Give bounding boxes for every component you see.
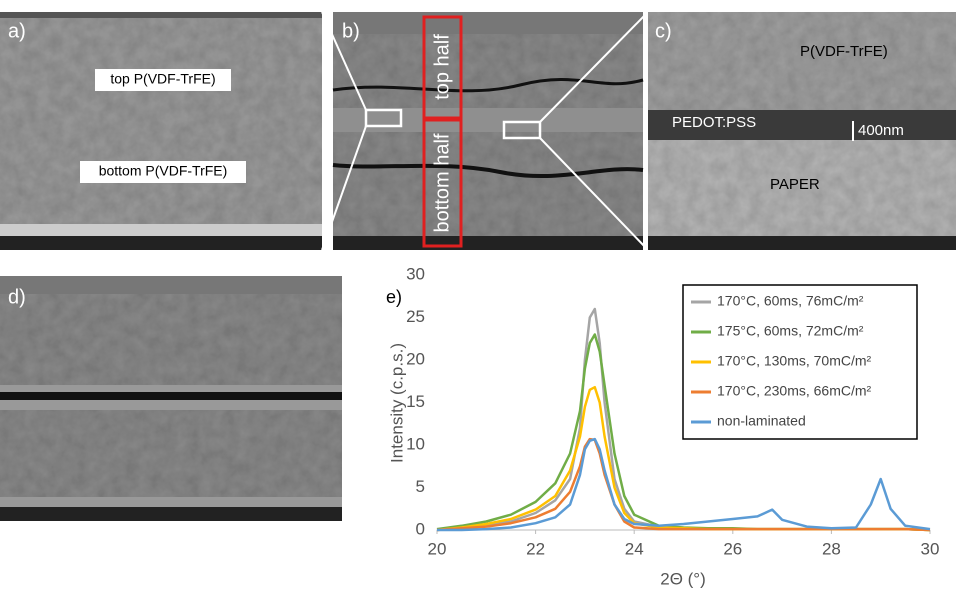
sem-panel-c: c) P(VDF-TrFE) PEDOT:PSS 400nm PAPER	[648, 12, 956, 250]
y-tick-label: 15	[406, 392, 425, 411]
layer-label: P(VDF-TrFE)	[800, 43, 888, 60]
sem-panel-d: d)	[0, 276, 342, 521]
layer	[333, 108, 643, 132]
gap	[0, 392, 342, 400]
panel-label: b)	[342, 20, 360, 42]
edge	[0, 12, 322, 18]
y-tick-label: 25	[406, 307, 425, 326]
layer-label: PAPER	[770, 176, 820, 193]
x-tick-label: 30	[921, 539, 940, 558]
x-tick-label: 24	[625, 539, 644, 558]
info-bar	[0, 236, 322, 250]
layer	[0, 400, 342, 410]
edge	[0, 224, 322, 236]
x-tick-label: 22	[526, 539, 545, 558]
info-bar	[333, 236, 643, 250]
series-line	[437, 439, 930, 530]
x-tick-label: 28	[822, 539, 841, 558]
y-axis-title: Intensity (c.p.s.)	[387, 343, 406, 463]
legend-label: non-laminated	[717, 413, 806, 429]
info-bar	[648, 236, 956, 250]
legend-label: 175°C, 60ms, 72mC/m²	[717, 323, 864, 339]
legend-label: 170°C, 130ms, 70mC/m²	[717, 353, 872, 369]
x-tick-label: 20	[428, 539, 447, 558]
series-line	[437, 439, 930, 530]
panel-label: d)	[8, 286, 26, 308]
layer	[0, 385, 342, 392]
sem-panel-b: b) top half bottom half	[333, 12, 643, 250]
x-tick-label: 26	[723, 539, 742, 558]
figure: a) top P(VDF-TrFE) bottom P(VDF-TrFE) b)…	[0, 0, 956, 594]
x-axis-title: 2Θ (°)	[660, 569, 706, 588]
scale-label: 400nm	[858, 122, 904, 139]
panel-label: a)	[8, 20, 26, 42]
panel-label: c)	[655, 20, 672, 42]
y-tick-label: 10	[406, 434, 425, 453]
legend-label: 170°C, 230ms, 66mC/m²	[717, 383, 872, 399]
layer	[0, 497, 342, 507]
layer	[333, 12, 643, 34]
sem-image	[0, 12, 322, 250]
layer	[0, 276, 342, 294]
region-label: bottom half	[431, 133, 453, 232]
sem-panel-a: a) top P(VDF-TrFE) bottom P(VDF-TrFE)	[0, 12, 322, 250]
region-label: top half	[431, 34, 453, 100]
info-bar	[0, 507, 342, 521]
y-tick-label: 30	[406, 264, 425, 283]
y-tick-label: 5	[416, 477, 425, 496]
layer-label: PEDOT:PSS	[672, 114, 756, 131]
panel-label: e)	[386, 287, 402, 307]
layer-label: top P(VDF-TrFE)	[110, 71, 215, 87]
layer-label: bottom P(VDF-TrFE)	[99, 163, 228, 179]
y-tick-label: 0	[416, 519, 425, 538]
y-tick-label: 20	[406, 349, 425, 368]
legend-label: 170°C, 60ms, 76mC/m²	[717, 293, 864, 309]
chart: e) 2Θ (°) Intensity (c.p.s.) 0 5 10 15 20 25 3…	[386, 264, 939, 588]
